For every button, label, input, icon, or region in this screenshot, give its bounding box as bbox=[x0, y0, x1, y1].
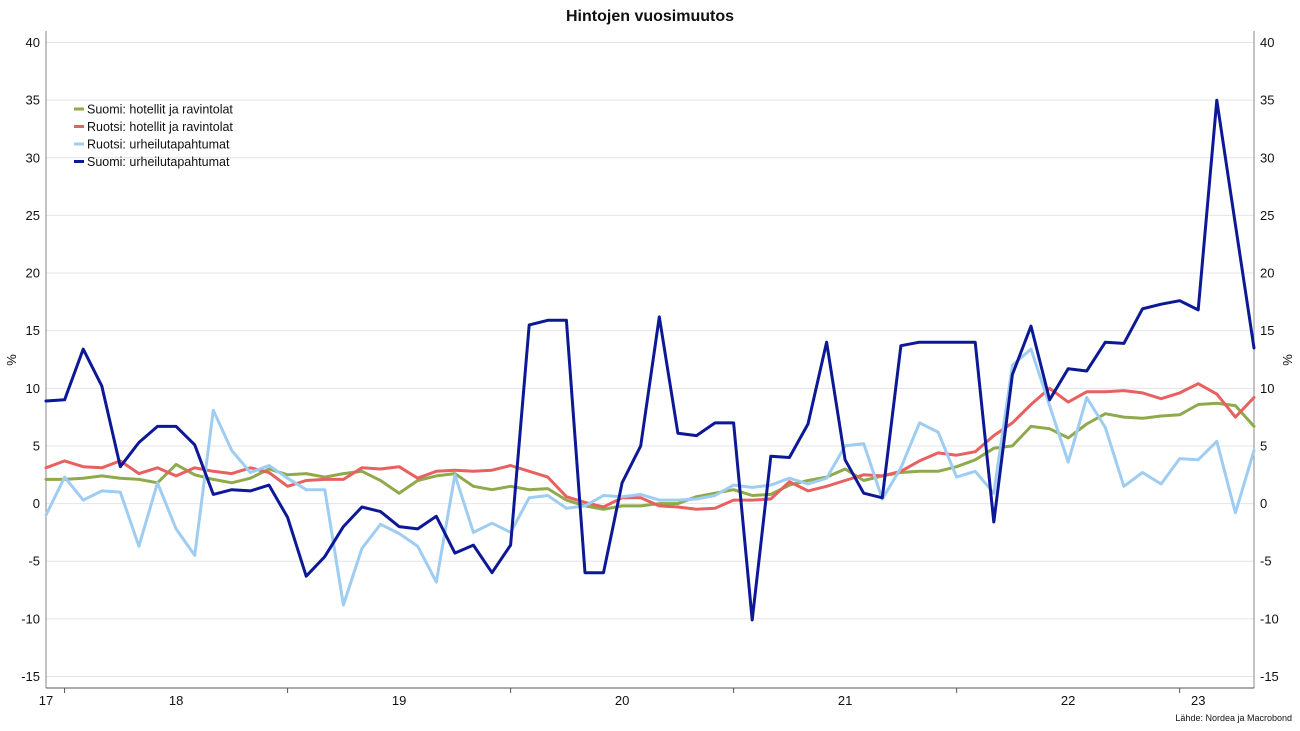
legend-label: Ruotsi: urheilutapahtumat bbox=[87, 138, 230, 152]
y-tick-label-left: 10 bbox=[26, 381, 40, 396]
y-axis-label-right: % bbox=[1280, 354, 1295, 366]
y-tick-label-right: 20 bbox=[1260, 266, 1274, 281]
y-axis-label-left: % bbox=[4, 354, 19, 366]
y-tick-label-right: 35 bbox=[1260, 93, 1274, 108]
series-line-4 bbox=[44, 98, 1256, 622]
legend-label: Suomi: hotellit ja ravintolat bbox=[87, 103, 233, 117]
source-note: Lähde: Nordea ja Macrobond bbox=[1175, 713, 1292, 723]
legend: Suomi: hotellit ja ravintolat Ruotsi: hot… bbox=[74, 103, 233, 169]
y-tick-label-right: -10 bbox=[1260, 611, 1279, 626]
y-tick-label-left: 15 bbox=[26, 323, 40, 338]
y-tick-label-right: 25 bbox=[1260, 208, 1274, 223]
y-tick-label-right: 40 bbox=[1260, 35, 1274, 50]
x-tick-label: 19 bbox=[392, 693, 406, 708]
y-tick-label-right: 15 bbox=[1260, 323, 1274, 338]
y-tick-label-left: -10 bbox=[21, 611, 40, 626]
y-tick-label-left: -15 bbox=[21, 669, 40, 684]
series-lines bbox=[44, 98, 1256, 622]
x-tick-label: 18 bbox=[169, 693, 183, 708]
series-line-3 bbox=[44, 347, 1256, 607]
y-tick-label-right: 5 bbox=[1260, 438, 1267, 453]
y-tick-label-left: 5 bbox=[33, 438, 40, 453]
y-tick-label-left: 20 bbox=[26, 266, 40, 281]
y-tick-label-left: 25 bbox=[26, 208, 40, 223]
y-tick-label-left: 0 bbox=[33, 496, 40, 511]
y-tick-label-right: -5 bbox=[1260, 554, 1272, 569]
x-tick-label: 21 bbox=[838, 693, 852, 708]
y-tick-label-right: -15 bbox=[1260, 669, 1279, 684]
y-tick-label-left: 40 bbox=[26, 35, 40, 50]
axes: 40 40 35 35 30 30 25 25 20 20 15 15 10 10 5 5 0 0 -5 -5 -10 -… bbox=[21, 31, 1279, 708]
y-tick-label-right: 30 bbox=[1260, 150, 1274, 165]
x-tick-label: 20 bbox=[615, 693, 629, 708]
y-tick-label-left: -5 bbox=[28, 554, 40, 569]
x-tick-label: 22 bbox=[1061, 693, 1075, 708]
y-tick-label-left: 35 bbox=[26, 93, 40, 108]
y-tick-label-left: 30 bbox=[26, 150, 40, 165]
legend-label: Suomi: urheilutapahtumat bbox=[87, 155, 230, 169]
legend-label: Ruotsi: hotellit ja ravintolat bbox=[87, 120, 233, 134]
chart-title: Hintojen vuosimuutos bbox=[566, 8, 734, 25]
x-tick-label: 17 bbox=[39, 693, 53, 708]
y-tick-label-right: 0 bbox=[1260, 496, 1267, 511]
x-tick-label: 23 bbox=[1191, 693, 1205, 708]
series-line-1 bbox=[44, 401, 1256, 511]
y-tick-label-right: 10 bbox=[1260, 381, 1274, 396]
